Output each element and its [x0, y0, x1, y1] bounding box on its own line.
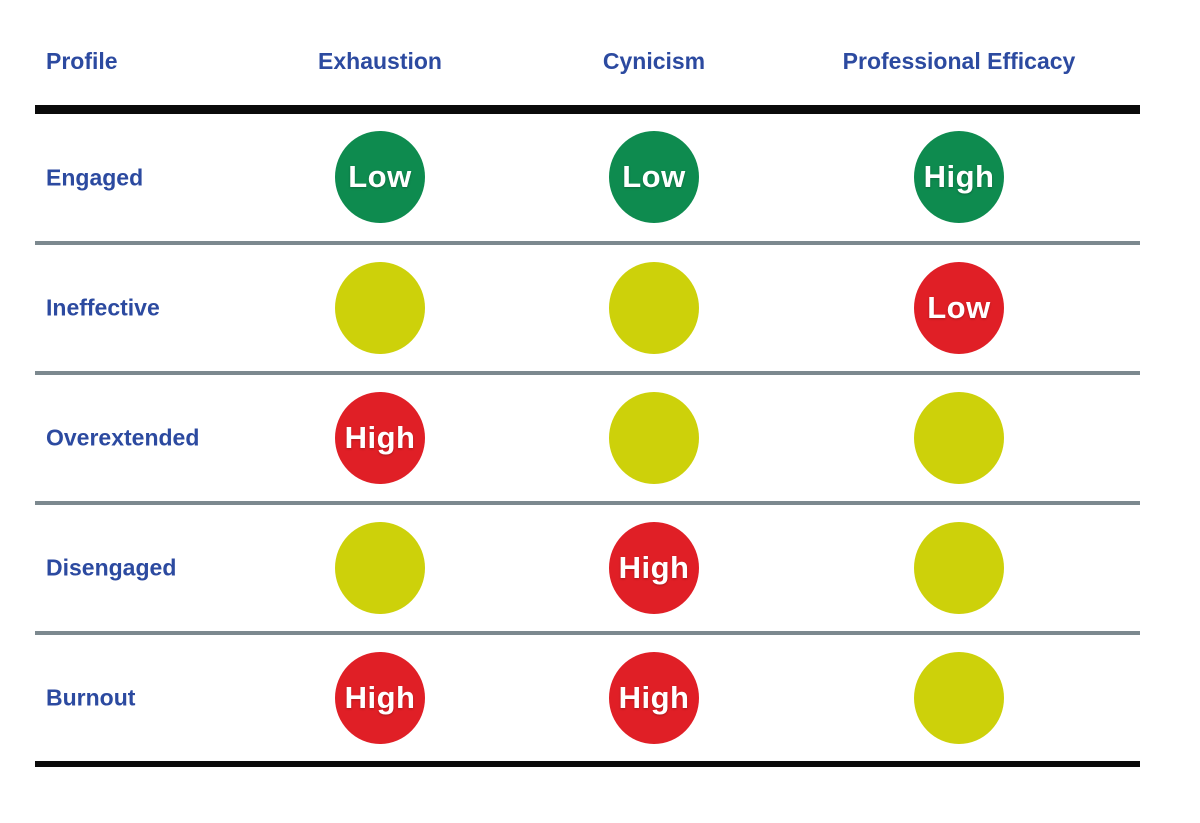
cynicism-indicator-circle: [609, 392, 699, 484]
cynicism-indicator-circle: Low: [609, 131, 699, 223]
level-label: High: [344, 680, 416, 715]
table-row-ineffective: Ineffective Low: [35, 241, 1140, 371]
header-cynicism: Cynicism: [602, 48, 706, 74]
profile-label: Burnout: [46, 684, 136, 711]
efficacy-indicator-circle: [914, 652, 1004, 744]
header-professional-efficacy: Professional Efficacy: [842, 48, 1076, 74]
cynicism-indicator-circle: [609, 262, 699, 354]
efficacy-indicator-circle: Low: [914, 262, 1004, 354]
table-row-overextended: Overextended High: [35, 371, 1140, 501]
level-label: Low: [927, 290, 991, 325]
level-label: Low: [622, 159, 686, 194]
profile-label: Ineffective: [46, 294, 160, 321]
burnout-profiles-table: Profile Exhaustion Cynicism Professional…: [35, 0, 1140, 767]
table-row-burnout: Burnout High High: [35, 631, 1140, 767]
table-row-disengaged: Disengaged High: [35, 501, 1140, 631]
profile-label: Engaged: [46, 164, 144, 190]
header-profile: Profile: [46, 48, 118, 74]
profile-label: Overextended: [46, 424, 200, 451]
level-label: High: [618, 680, 690, 715]
level-label: Low: [348, 159, 412, 194]
cynicism-indicator-circle: High: [609, 522, 699, 614]
exhaustion-indicator-circle: Low: [335, 131, 425, 223]
profile-label: Disengaged: [46, 554, 177, 581]
exhaustion-indicator-circle: High: [335, 392, 425, 484]
efficacy-indicator-circle: [914, 392, 1004, 484]
efficacy-indicator-circle: [914, 522, 1004, 614]
exhaustion-indicator-circle: High: [335, 652, 425, 744]
table-header-row: Profile Exhaustion Cynicism Professional…: [35, 0, 1140, 114]
header-exhaustion: Exhaustion: [318, 48, 442, 74]
level-label: High: [618, 550, 690, 585]
level-label: High: [923, 159, 995, 194]
exhaustion-indicator-circle: [335, 522, 425, 614]
cynicism-indicator-circle: High: [609, 652, 699, 744]
exhaustion-indicator-circle: [335, 262, 425, 354]
level-label: High: [344, 420, 416, 455]
efficacy-indicator-circle: High: [914, 131, 1004, 223]
table-row-engaged: Engaged Low Low High: [35, 114, 1140, 241]
